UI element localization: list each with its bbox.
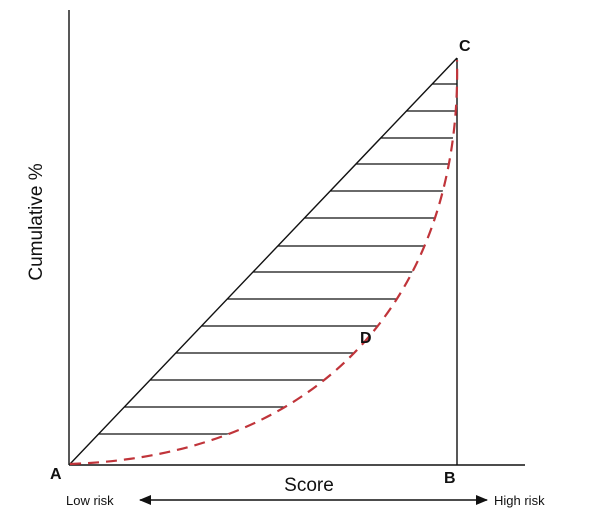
high-risk-label: High risk (494, 493, 545, 508)
point-label-b: B (444, 470, 456, 487)
y-axis-title: Cumulative % (26, 163, 47, 280)
hatched-region (70, 83, 458, 435)
x-axis-title: Score (284, 475, 334, 496)
dashed-curve-adc (69, 59, 459, 466)
point-label-c: C (459, 38, 471, 55)
low-risk-label: Low risk (66, 493, 114, 508)
point-label-a: A (50, 466, 62, 483)
diagonal-line-ac (69, 57, 458, 465)
point-label-d: D (360, 330, 372, 347)
